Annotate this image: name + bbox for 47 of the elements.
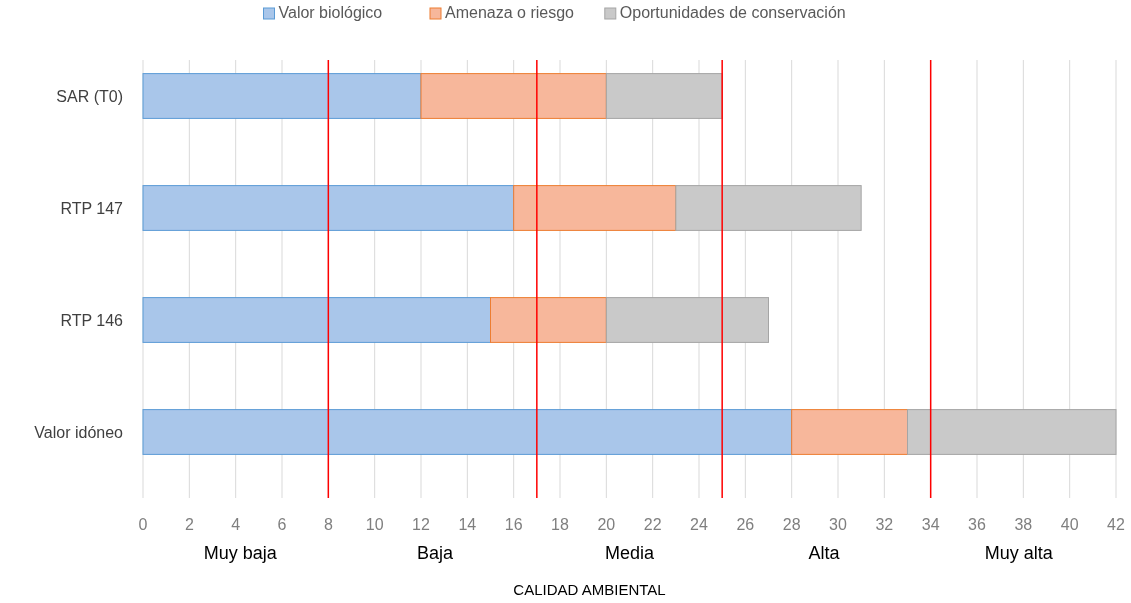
x-tick-label: 10 bbox=[365, 516, 384, 533]
x-tick-label: 38 bbox=[1014, 516, 1033, 533]
legend-label: Valor biológico bbox=[278, 4, 383, 21]
bar bbox=[142, 297, 491, 343]
x-tick-label: 12 bbox=[412, 516, 430, 533]
y-tick-label: Valor idóneo bbox=[34, 424, 124, 441]
legend-label: Amenaza o riesgo bbox=[445, 4, 575, 21]
y-tick-label: RTP 146 bbox=[60, 312, 124, 329]
text: Media bbox=[604, 543, 655, 563]
bar bbox=[513, 185, 677, 231]
bar bbox=[420, 73, 607, 119]
x-tick-label: 18 bbox=[551, 516, 569, 533]
bar bbox=[490, 297, 607, 343]
y-tick-label: RTP 147 bbox=[60, 200, 124, 217]
bar bbox=[675, 185, 862, 231]
text: Baja bbox=[416, 543, 454, 563]
bar bbox=[791, 409, 908, 455]
x-tick-label: 36 bbox=[968, 516, 986, 533]
bar bbox=[907, 409, 1117, 455]
bar bbox=[605, 297, 769, 343]
bar bbox=[605, 73, 723, 119]
x-tick-label: 30 bbox=[829, 516, 847, 533]
x-tick-label: 4 bbox=[231, 516, 241, 533]
x-tick-label: 16 bbox=[504, 516, 523, 533]
x-tick-label: 20 bbox=[597, 516, 616, 533]
x-tick-label: 2 bbox=[184, 516, 194, 533]
x-tick-label: 24 bbox=[690, 516, 708, 533]
text: Muy baja bbox=[203, 543, 278, 563]
x-tick-label: 8 bbox=[323, 516, 333, 533]
x-tick-label: 6 bbox=[277, 516, 287, 533]
x-tick-label: 0 bbox=[138, 516, 148, 533]
x-tick-label: 22 bbox=[643, 516, 662, 533]
x-tick-label: 14 bbox=[458, 516, 477, 533]
legend-label: Oportunidades de conservación bbox=[619, 4, 846, 21]
bar bbox=[142, 185, 515, 231]
x-tick-label: 26 bbox=[736, 516, 755, 533]
bar bbox=[142, 409, 793, 455]
text: Muy alta bbox=[984, 543, 1054, 563]
x-tick-label: 40 bbox=[1060, 516, 1079, 533]
bar bbox=[142, 73, 422, 119]
x-tick-label: 42 bbox=[1107, 516, 1125, 533]
x-tick-label: 28 bbox=[782, 516, 801, 533]
x-tick-label: 32 bbox=[875, 516, 894, 533]
text: Alta bbox=[808, 543, 841, 563]
x-tick-label: 34 bbox=[921, 516, 940, 533]
x-axis-title: CALIDAD AMBIENTAL bbox=[513, 581, 666, 598]
y-tick-label: SAR (T0) bbox=[56, 88, 123, 105]
